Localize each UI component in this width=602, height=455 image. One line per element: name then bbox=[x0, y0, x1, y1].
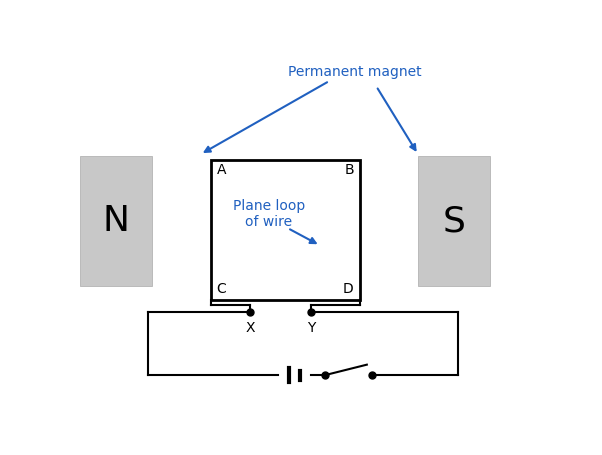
Bar bbox=[211, 160, 360, 300]
Text: Permanent magnet: Permanent magnet bbox=[288, 65, 422, 79]
Text: Y: Y bbox=[306, 321, 315, 335]
Text: C: C bbox=[217, 283, 226, 296]
Bar bbox=[80, 156, 152, 286]
Text: Plane loop
of wire: Plane loop of wire bbox=[233, 199, 305, 229]
Text: S: S bbox=[443, 204, 466, 238]
Text: B: B bbox=[344, 163, 354, 177]
Text: A: A bbox=[217, 163, 226, 177]
Text: N: N bbox=[102, 204, 129, 238]
Text: D: D bbox=[343, 283, 354, 296]
Bar bbox=[418, 156, 491, 286]
Text: X: X bbox=[246, 321, 255, 335]
